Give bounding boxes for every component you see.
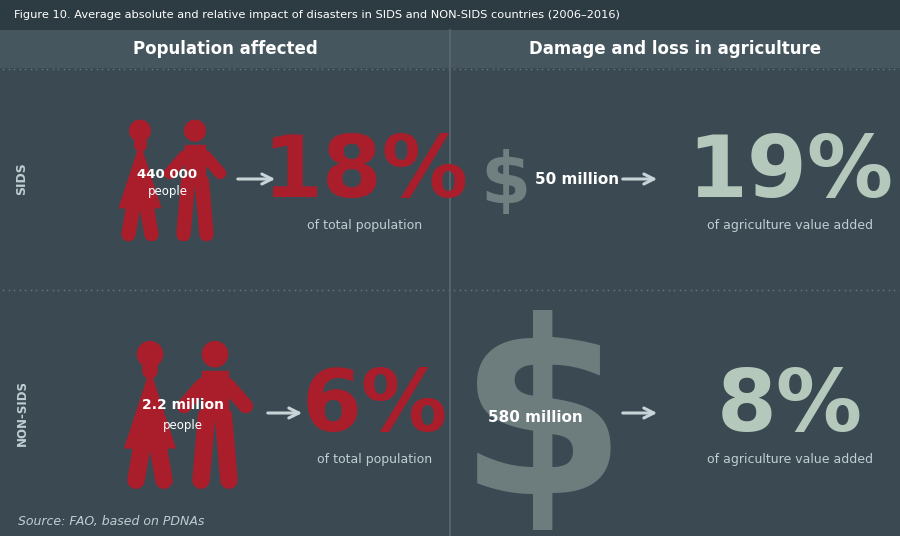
Text: 18%: 18% bbox=[262, 132, 468, 215]
Bar bbox=[0, 30, 450, 68]
Text: 50 million: 50 million bbox=[535, 172, 619, 187]
Circle shape bbox=[138, 341, 163, 367]
Bar bbox=[0, 0, 900, 30]
Text: of total population: of total population bbox=[308, 220, 423, 233]
Text: of agriculture value added: of agriculture value added bbox=[707, 220, 873, 233]
Text: 580 million: 580 million bbox=[488, 411, 583, 426]
Circle shape bbox=[130, 121, 150, 141]
Bar bbox=[184, 145, 205, 181]
Text: 6%: 6% bbox=[302, 367, 448, 450]
Text: of agriculture value added: of agriculture value added bbox=[707, 453, 873, 466]
Circle shape bbox=[202, 341, 228, 367]
Text: people: people bbox=[148, 185, 187, 198]
Text: $: $ bbox=[458, 310, 627, 536]
Bar bbox=[202, 371, 228, 416]
Text: 19%: 19% bbox=[687, 132, 893, 215]
Text: Figure 10. Average absolute and relative impact of disasters in SIDS and NON-SID: Figure 10. Average absolute and relative… bbox=[14, 10, 620, 20]
Text: 8%: 8% bbox=[717, 367, 863, 450]
Polygon shape bbox=[125, 371, 176, 448]
Text: SIDS: SIDS bbox=[15, 162, 29, 196]
Text: $: $ bbox=[480, 150, 530, 219]
Text: Damage and loss in agriculture: Damage and loss in agriculture bbox=[529, 40, 821, 58]
Circle shape bbox=[184, 121, 205, 141]
Bar bbox=[450, 30, 900, 68]
Text: Source: FAO, based on PDNAs: Source: FAO, based on PDNAs bbox=[18, 516, 204, 528]
Text: NON-SIDS: NON-SIDS bbox=[15, 380, 29, 446]
Text: Population affected: Population affected bbox=[132, 40, 318, 58]
Text: of total population: of total population bbox=[318, 453, 433, 466]
Text: 2.2 million: 2.2 million bbox=[141, 398, 223, 412]
Text: 440 000: 440 000 bbox=[138, 167, 198, 181]
Text: people: people bbox=[163, 420, 202, 433]
Polygon shape bbox=[120, 145, 161, 208]
